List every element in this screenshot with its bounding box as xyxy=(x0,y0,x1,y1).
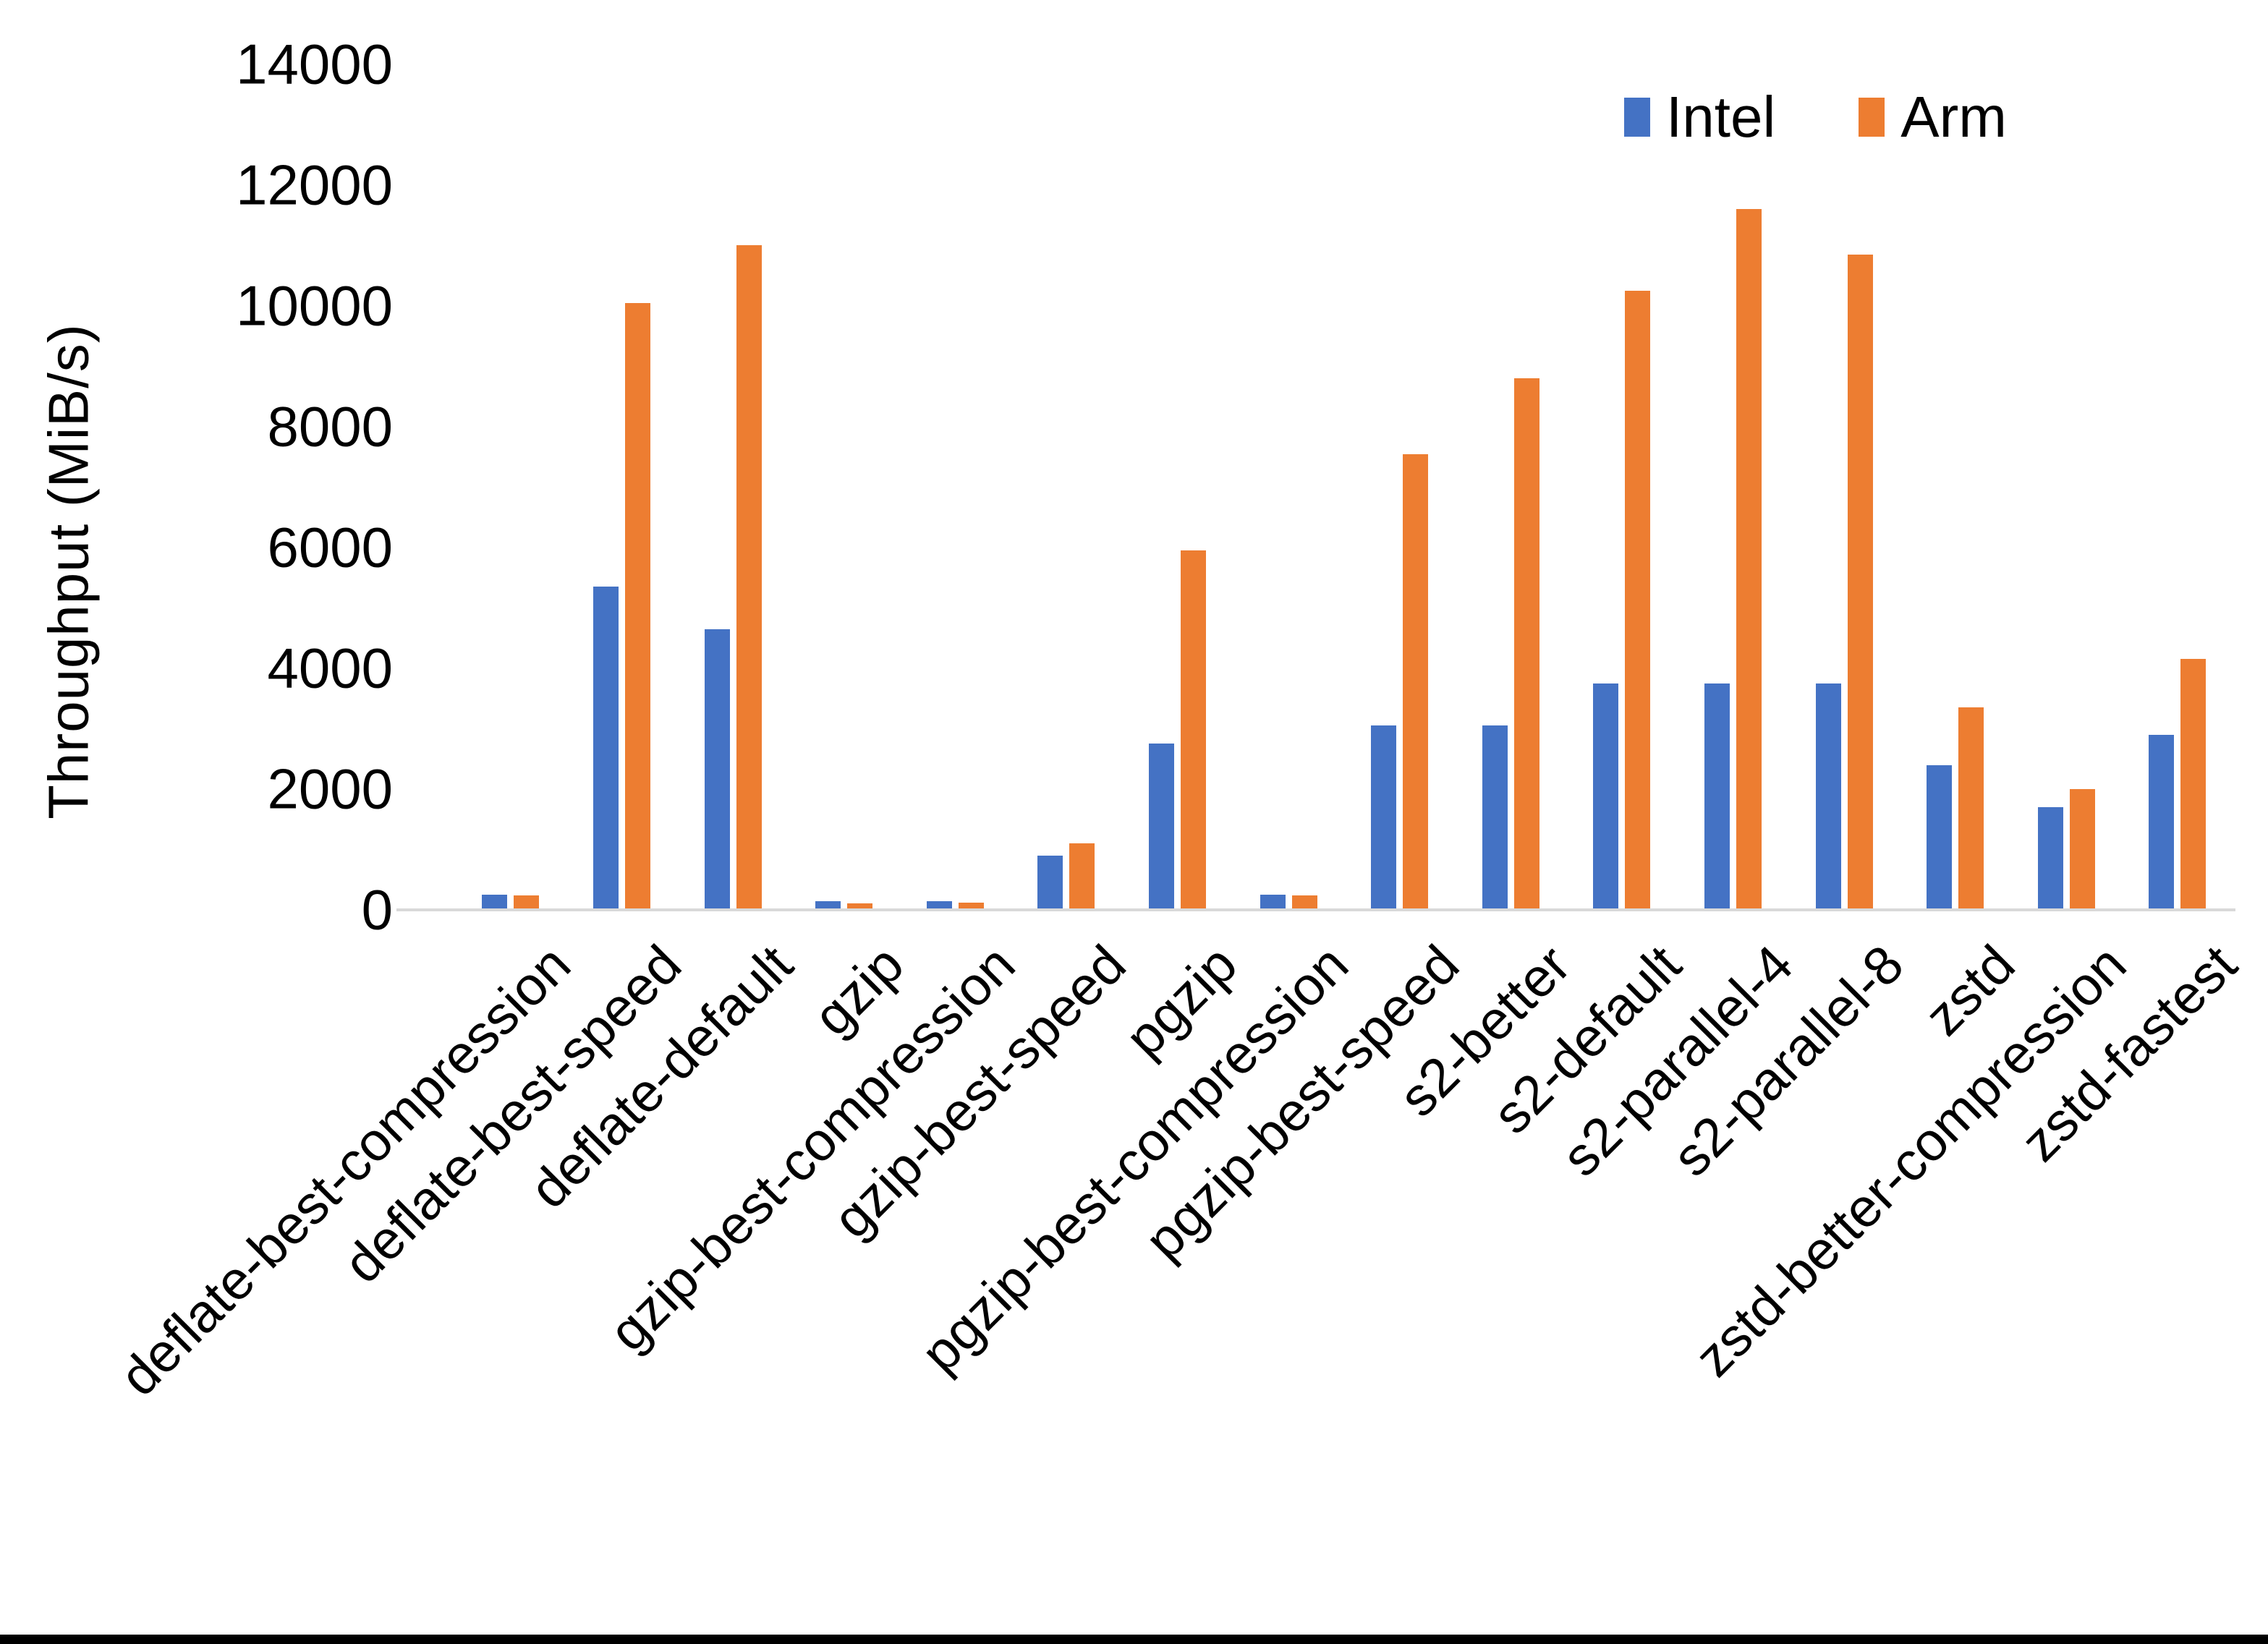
bar-intel-zstd-better-compression[interactable] xyxy=(2037,807,2063,910)
legend-item-arm[interactable]: Arm xyxy=(1859,88,2007,146)
bar-arm-zstd-better-compression[interactable] xyxy=(2069,789,2095,910)
intel-series-swatch-icon xyxy=(1624,98,1650,137)
x-axis-line xyxy=(396,908,2235,911)
bar-arm-zstd-fastest[interactable] xyxy=(2180,659,2207,910)
bar-arm-pgzip[interactable] xyxy=(1180,550,1206,910)
bar-intel-zstd-fastest[interactable] xyxy=(2149,735,2175,910)
bar-arm-gzip[interactable] xyxy=(847,903,873,910)
bar-arm-deflate-best-compression[interactable] xyxy=(514,895,540,910)
bar-intel-zstd[interactable] xyxy=(1927,765,1953,910)
bar-arm-pgzip-best-speed[interactable] xyxy=(1403,454,1429,910)
bar-arm-s2-parallel-4[interactable] xyxy=(1736,209,1762,910)
bar-arm-gzip-best-compression[interactable] xyxy=(958,903,984,910)
bar-intel-deflate-best-speed[interactable] xyxy=(593,587,619,910)
legend-label-arm: Arm xyxy=(1900,85,2007,149)
bar-intel-s2-default[interactable] xyxy=(1593,683,1619,910)
y-tick-label: 2000 xyxy=(267,757,393,821)
bar-arm-gzip-best-speed[interactable] xyxy=(1069,843,1095,910)
bar-intel-pgzip[interactable] xyxy=(1148,744,1174,910)
bar-intel-s2-parallel-4[interactable] xyxy=(1704,683,1730,910)
bar-arm-s2-parallel-8[interactable] xyxy=(1847,255,1873,910)
bar-intel-gzip-best-compression[interactable] xyxy=(926,901,952,910)
y-tick-label: 10000 xyxy=(236,273,393,338)
bar-arm-deflate-best-speed[interactable] xyxy=(624,303,650,910)
bar-intel-gzip[interactable] xyxy=(815,901,841,910)
bar-intel-s2-better[interactable] xyxy=(1482,725,1508,910)
bar-intel-gzip-best-speed[interactable] xyxy=(1037,856,1063,910)
legend-item-intel[interactable]: Intel xyxy=(1624,88,1775,146)
legend: Intel Arm xyxy=(1624,88,2007,146)
x-category-label: deflate-best-compression xyxy=(108,933,582,1407)
bar-intel-deflate-default[interactable] xyxy=(704,629,730,910)
y-tick-label: 4000 xyxy=(267,636,393,700)
bar-intel-deflate-best-compression[interactable] xyxy=(482,895,508,910)
y-tick-label: 12000 xyxy=(236,153,393,217)
arm-series-swatch-icon xyxy=(1859,98,1885,137)
y-tick-label: 8000 xyxy=(267,394,393,459)
bar-arm-deflate-default[interactable] xyxy=(736,245,762,910)
bar-arm-pgzip-best-compression[interactable] xyxy=(1291,895,1317,910)
bar-arm-s2-default[interactable] xyxy=(1625,291,1651,910)
bar-arm-zstd[interactable] xyxy=(1958,707,1984,910)
bar-intel-pgzip-best-compression[interactable] xyxy=(1260,895,1286,910)
y-tick-label: 6000 xyxy=(267,515,393,579)
bar-intel-pgzip-best-speed[interactable] xyxy=(1371,725,1397,910)
bar-intel-s2-parallel-8[interactable] xyxy=(1815,683,1841,910)
y-tick-label: 0 xyxy=(361,877,393,942)
bar-arm-s2-better[interactable] xyxy=(1513,378,1539,910)
legend-label-intel: Intel xyxy=(1666,85,1776,149)
y-tick-label: 14000 xyxy=(236,32,393,96)
